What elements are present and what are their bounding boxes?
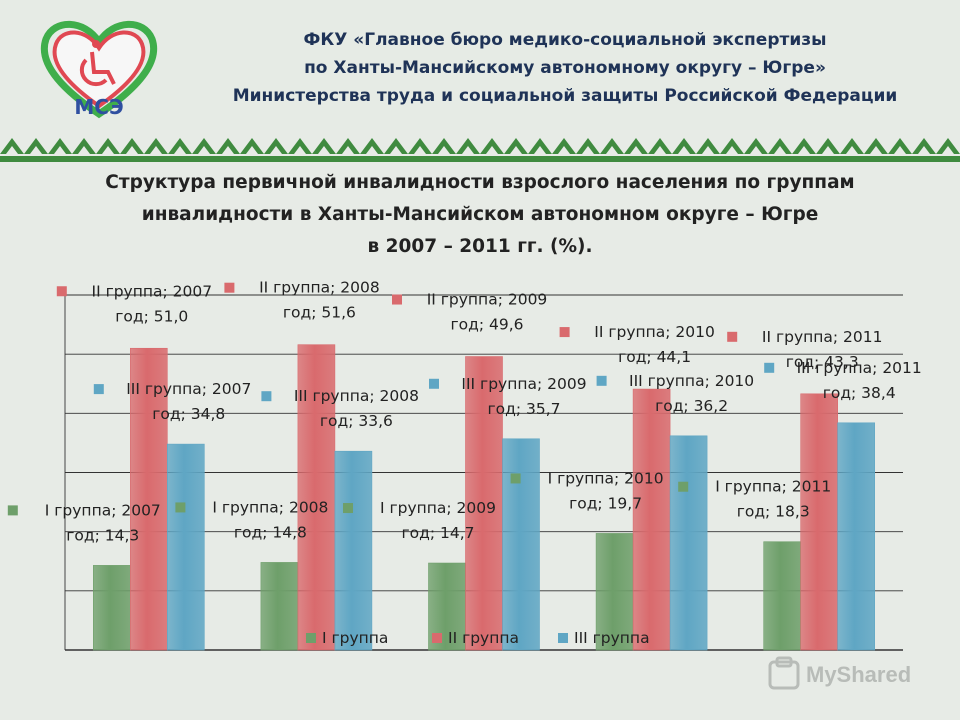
bar-chart: I группа; 2007 год; 14,3 I группа; 2008 год…: [7, 279, 922, 651]
label-marker: [429, 378, 439, 389]
data-label-value: год; 35,7: [487, 400, 560, 418]
data-label-value: год; 14,3: [66, 526, 139, 544]
watermark-text: MyShared: [806, 662, 912, 687]
bar-3-2008-год: [334, 450, 373, 651]
chart-title-line-3: в 2007 – 2011 гг. (%).: [367, 236, 593, 257]
label-marker: [392, 294, 402, 305]
bar-2-2007-год: [130, 347, 168, 651]
bar-2-2011-год: [800, 393, 839, 651]
label-marker: [7, 505, 18, 516]
label-marker: [93, 384, 104, 395]
data-label-name: I группа; 2008: [212, 498, 328, 516]
legend-marker-1: [306, 633, 316, 643]
data-label-name: I группа; 2011: [715, 478, 831, 496]
org-line-2: по Ханты-Мансийскому автономному округу …: [304, 58, 826, 78]
mse-logo-icon: МСЭ: [40, 20, 158, 119]
bar-1-2008-год: [260, 562, 299, 651]
data-label-value: год; 19,7: [569, 494, 642, 512]
data-label-name: II группа; 2010: [594, 323, 715, 341]
bar-3-2007-год: [167, 443, 205, 651]
data-label-name: III группа; 2010: [629, 372, 754, 390]
data-label-value: год; 49,6: [450, 316, 523, 334]
ornament-pattern: [0, 132, 960, 162]
data-label-name: II группа; 2007: [92, 282, 213, 300]
label-marker: [559, 327, 570, 338]
legend-marker-3: [558, 633, 568, 643]
label-marker: [56, 286, 67, 297]
label-marker: [678, 481, 689, 492]
legend-entry-1: I группа: [322, 629, 388, 647]
header: МСЭ ФКУ «Главное бюро медико-социальной …: [0, 0, 960, 130]
data-label-name: I группа; 2010: [548, 469, 664, 487]
label-marker: [224, 282, 235, 293]
data-label-value: год; 18,3: [737, 503, 810, 521]
bar-1-2011-год: [763, 541, 802, 651]
data-label-value: год; 43,3: [786, 353, 859, 371]
logo-text: МСЭ: [74, 95, 123, 119]
label-marker: [727, 331, 738, 342]
data-label-name: III группа; 2011: [797, 359, 922, 377]
data-label-name: II группа; 2011: [762, 328, 883, 346]
data-label-name: II группа; 2008: [259, 279, 380, 297]
label-marker: [343, 503, 353, 514]
legend-marker-2: [432, 633, 442, 643]
data-label-name: I группа; 2007: [45, 501, 161, 519]
bar-3-2010-год: [669, 435, 708, 651]
org-line-1: ФКУ «Главное бюро медико-социальной эксп…: [303, 30, 827, 50]
label-marker: [175, 502, 186, 513]
data-label-value: год; 44,1: [618, 348, 691, 366]
label-marker: [764, 362, 775, 373]
label-marker: [510, 473, 521, 484]
label-marker: [596, 375, 607, 386]
data-label-value: год; 33,6: [320, 412, 393, 430]
bar-3-2011-год: [837, 422, 876, 651]
bar-1-2010-год: [595, 533, 634, 651]
legend-entry-2: II группа: [448, 629, 519, 647]
data-label-value: год; 34,8: [152, 405, 225, 423]
data-label-value: год; 51,0: [115, 307, 188, 325]
data-label-name: II группа; 2009: [427, 291, 548, 309]
label-marker: [261, 391, 272, 402]
legend-entry-3: III группа: [574, 629, 650, 647]
watermark-icon: [768, 656, 800, 690]
bar-3-2009-год: [502, 438, 540, 651]
bar-1-2007-год: [93, 565, 131, 651]
data-label-name: III группа; 2007: [126, 380, 251, 398]
data-label-value: год; 14,7: [401, 524, 474, 542]
data-label-name: III группа; 2009: [461, 375, 586, 393]
bar-2-2010-год: [632, 388, 671, 651]
data-label-name: III группа; 2008: [294, 387, 419, 405]
chart-title-line-2: инвалидности в Ханты-Мансийском автономн…: [141, 204, 819, 225]
data-label-value: год; 38,4: [823, 384, 896, 402]
data-label-value: год; 51,6: [283, 304, 356, 322]
data-label-value: год; 36,2: [655, 397, 728, 415]
chart-title-line-1: Структура первичной инвалидности взросло…: [105, 172, 855, 193]
data-label-value: год; 14,8: [234, 523, 307, 541]
data-label-name: I группа; 2009: [380, 499, 496, 517]
org-line-3: Министерства труда и социальной защиты Р…: [232, 86, 898, 106]
